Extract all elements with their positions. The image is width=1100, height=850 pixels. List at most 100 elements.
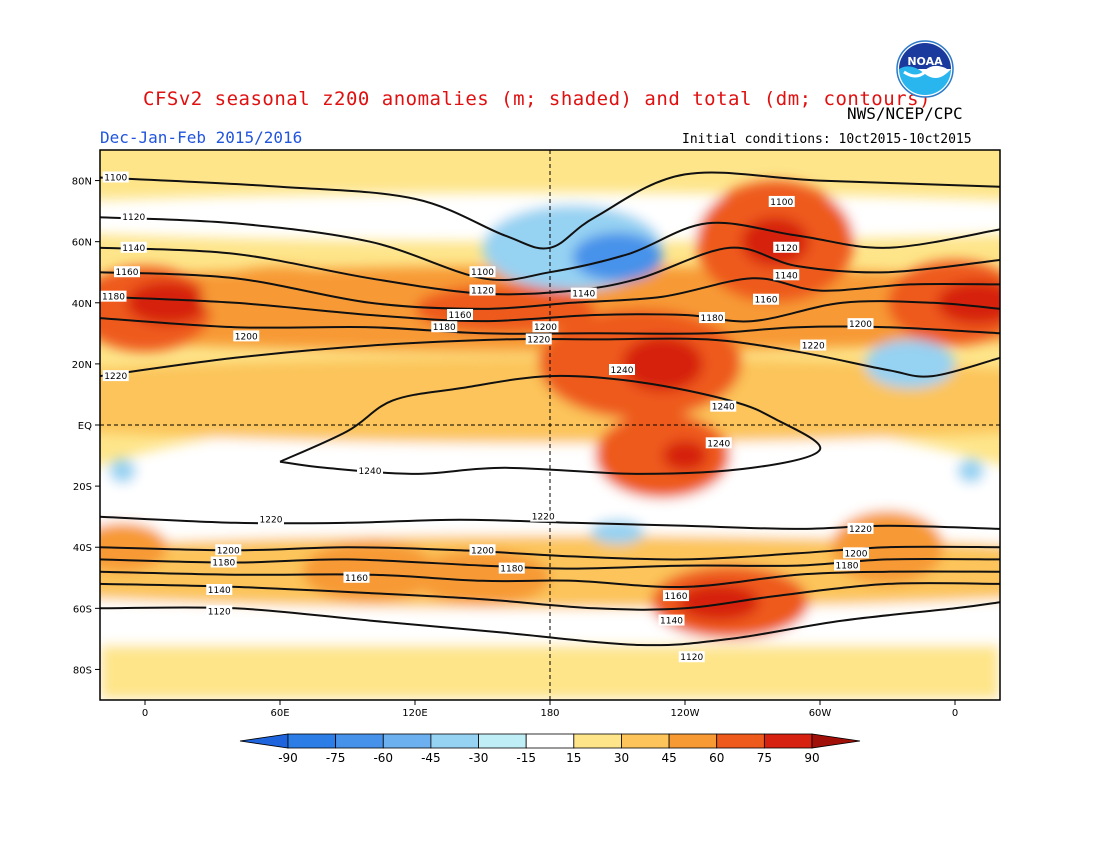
colorbar-swatch (525, 733, 575, 749)
lon-tick-label: 0 (952, 708, 958, 719)
lat-tick-label: 60S (73, 604, 92, 615)
positive-anomaly-patch (937, 281, 1000, 325)
lon-tick-label: 60E (270, 708, 289, 719)
colorbar-label: -15 (516, 751, 536, 765)
contour-label-bg (532, 321, 559, 333)
agency-label: NWS/NCEP/CPC (847, 104, 963, 123)
lat-tick-label: 80S (73, 665, 92, 676)
contour-label: 1140 (206, 584, 233, 596)
positive-anomaly-patch (741, 217, 809, 267)
contour-label-text: 1200 (235, 332, 258, 342)
lon-tick-label: 180 (540, 708, 559, 719)
contour-label-bg (753, 293, 779, 305)
contour-label-bg (773, 269, 800, 281)
lon-tick-label: 60W (809, 708, 832, 719)
lat-tick-label: 60N (72, 238, 92, 249)
contour-label-text: 1120 (775, 244, 798, 254)
negative-anomaly-patch (865, 339, 955, 389)
contour-label-text: 1160 (345, 574, 368, 584)
colorbar-label: -90 (278, 751, 298, 765)
contour-1220 (100, 337, 1000, 378)
contour-1240 (279, 374, 822, 475)
contour-label-bg (469, 284, 496, 296)
colorbar-min-arrow (239, 733, 289, 749)
colorbar-swatch (716, 733, 765, 749)
contour-label-text: 1180 (433, 323, 456, 333)
contour-label: 1140 (120, 241, 147, 254)
contour-label: 1100 (102, 171, 129, 184)
contour-label-bg (206, 584, 233, 595)
contour-1100 (100, 171, 1000, 250)
initial-conditions-label: Initial conditions: 10ct2015-10ct2015 (682, 132, 972, 147)
contour-label: 1180 (100, 290, 127, 303)
contour-label: 1140 (658, 614, 685, 627)
contour-label-text: 1140 (208, 586, 231, 596)
contour-label-bg (658, 614, 685, 626)
negative-anomaly-patch (590, 519, 645, 545)
contour-label-text: 1220 (532, 513, 555, 523)
lat-tick-label: 20N (72, 360, 92, 371)
contour-label-bg (447, 309, 473, 320)
contour-label-bg (120, 241, 147, 253)
contour-label: 1180 (834, 559, 860, 572)
negative-anomaly-patch (957, 458, 985, 484)
contour-label-text: 1220 (527, 335, 550, 345)
contour-labels: 1100 1120 1140 1160 1180 1200 1220 1100 1120 1160… (100, 171, 874, 663)
contour-label: 1220 (800, 339, 827, 352)
contour-label-text: 1140 (775, 271, 798, 281)
contour-label-text: 1140 (572, 290, 595, 300)
colorbar-label: -75 (326, 751, 346, 765)
contour-label: 1200 (847, 318, 874, 330)
contour-label-bg (120, 211, 147, 223)
colorbar-swatch (478, 733, 527, 749)
contour-label-bg (699, 312, 725, 324)
positive-anomaly-patch (622, 336, 703, 392)
contour-label: 1200 (233, 330, 260, 342)
contour-label-text: 1160 (116, 268, 139, 278)
contour-label-text: 1160 (449, 311, 472, 321)
contour-label: 1120 (206, 605, 233, 617)
contour-label-bg (609, 364, 635, 375)
contour-label-bg (710, 400, 737, 412)
positive-anomaly-patch (678, 583, 760, 621)
contour-label: 1240 (357, 464, 383, 477)
contour-label: 1200 (215, 544, 242, 556)
contour-label-text: 1140 (660, 617, 683, 627)
contour-label-text: 1160 (755, 296, 778, 306)
contour-label-text: 1100 (770, 198, 793, 208)
contour-label-bg (663, 590, 689, 602)
contour-label: 1200 (469, 544, 496, 556)
contour-label-text: 1240 (707, 439, 730, 449)
colorbar-swatch (621, 733, 670, 749)
contour-label-text: 1240 (359, 467, 382, 477)
contour-label: 1220 (258, 513, 284, 526)
contour-label-text: 1220 (104, 372, 127, 382)
contour-label: 1200 (532, 321, 559, 333)
contour-label: 1240 (705, 437, 732, 449)
contour-label: 1160 (447, 309, 473, 321)
contour-label-bg (800, 339, 827, 351)
contour-label-bg (357, 464, 383, 476)
colorbar-label: 15 (566, 751, 581, 765)
colorbar-label: 45 (661, 751, 676, 765)
positive-anomaly-patch (127, 281, 208, 325)
contour-label-text: 1140 (122, 244, 145, 254)
contour-label-bg (114, 266, 140, 278)
lon-tick-label: 120W (671, 708, 700, 719)
colorbar-label: -45 (421, 751, 441, 765)
contour-label: 1120 (120, 211, 147, 223)
colorbar-swatch (430, 733, 479, 749)
contour-1120 (100, 601, 1000, 647)
season-label: Dec-Jan-Feb 2015/2016 (100, 128, 303, 147)
contour-label-bg (100, 290, 127, 302)
map-gridlines (100, 150, 1000, 700)
lon-tick-label: 0 (142, 708, 148, 719)
contour-label: 1180 (498, 562, 525, 575)
contour-label-bg (469, 544, 496, 556)
positive-anomaly-patch (201, 266, 359, 328)
negative-anomaly-patch (109, 458, 136, 484)
contour-label-bg (233, 330, 260, 342)
contour-label-text: 1120 (471, 287, 494, 297)
logo-text: NOAA (907, 55, 943, 68)
